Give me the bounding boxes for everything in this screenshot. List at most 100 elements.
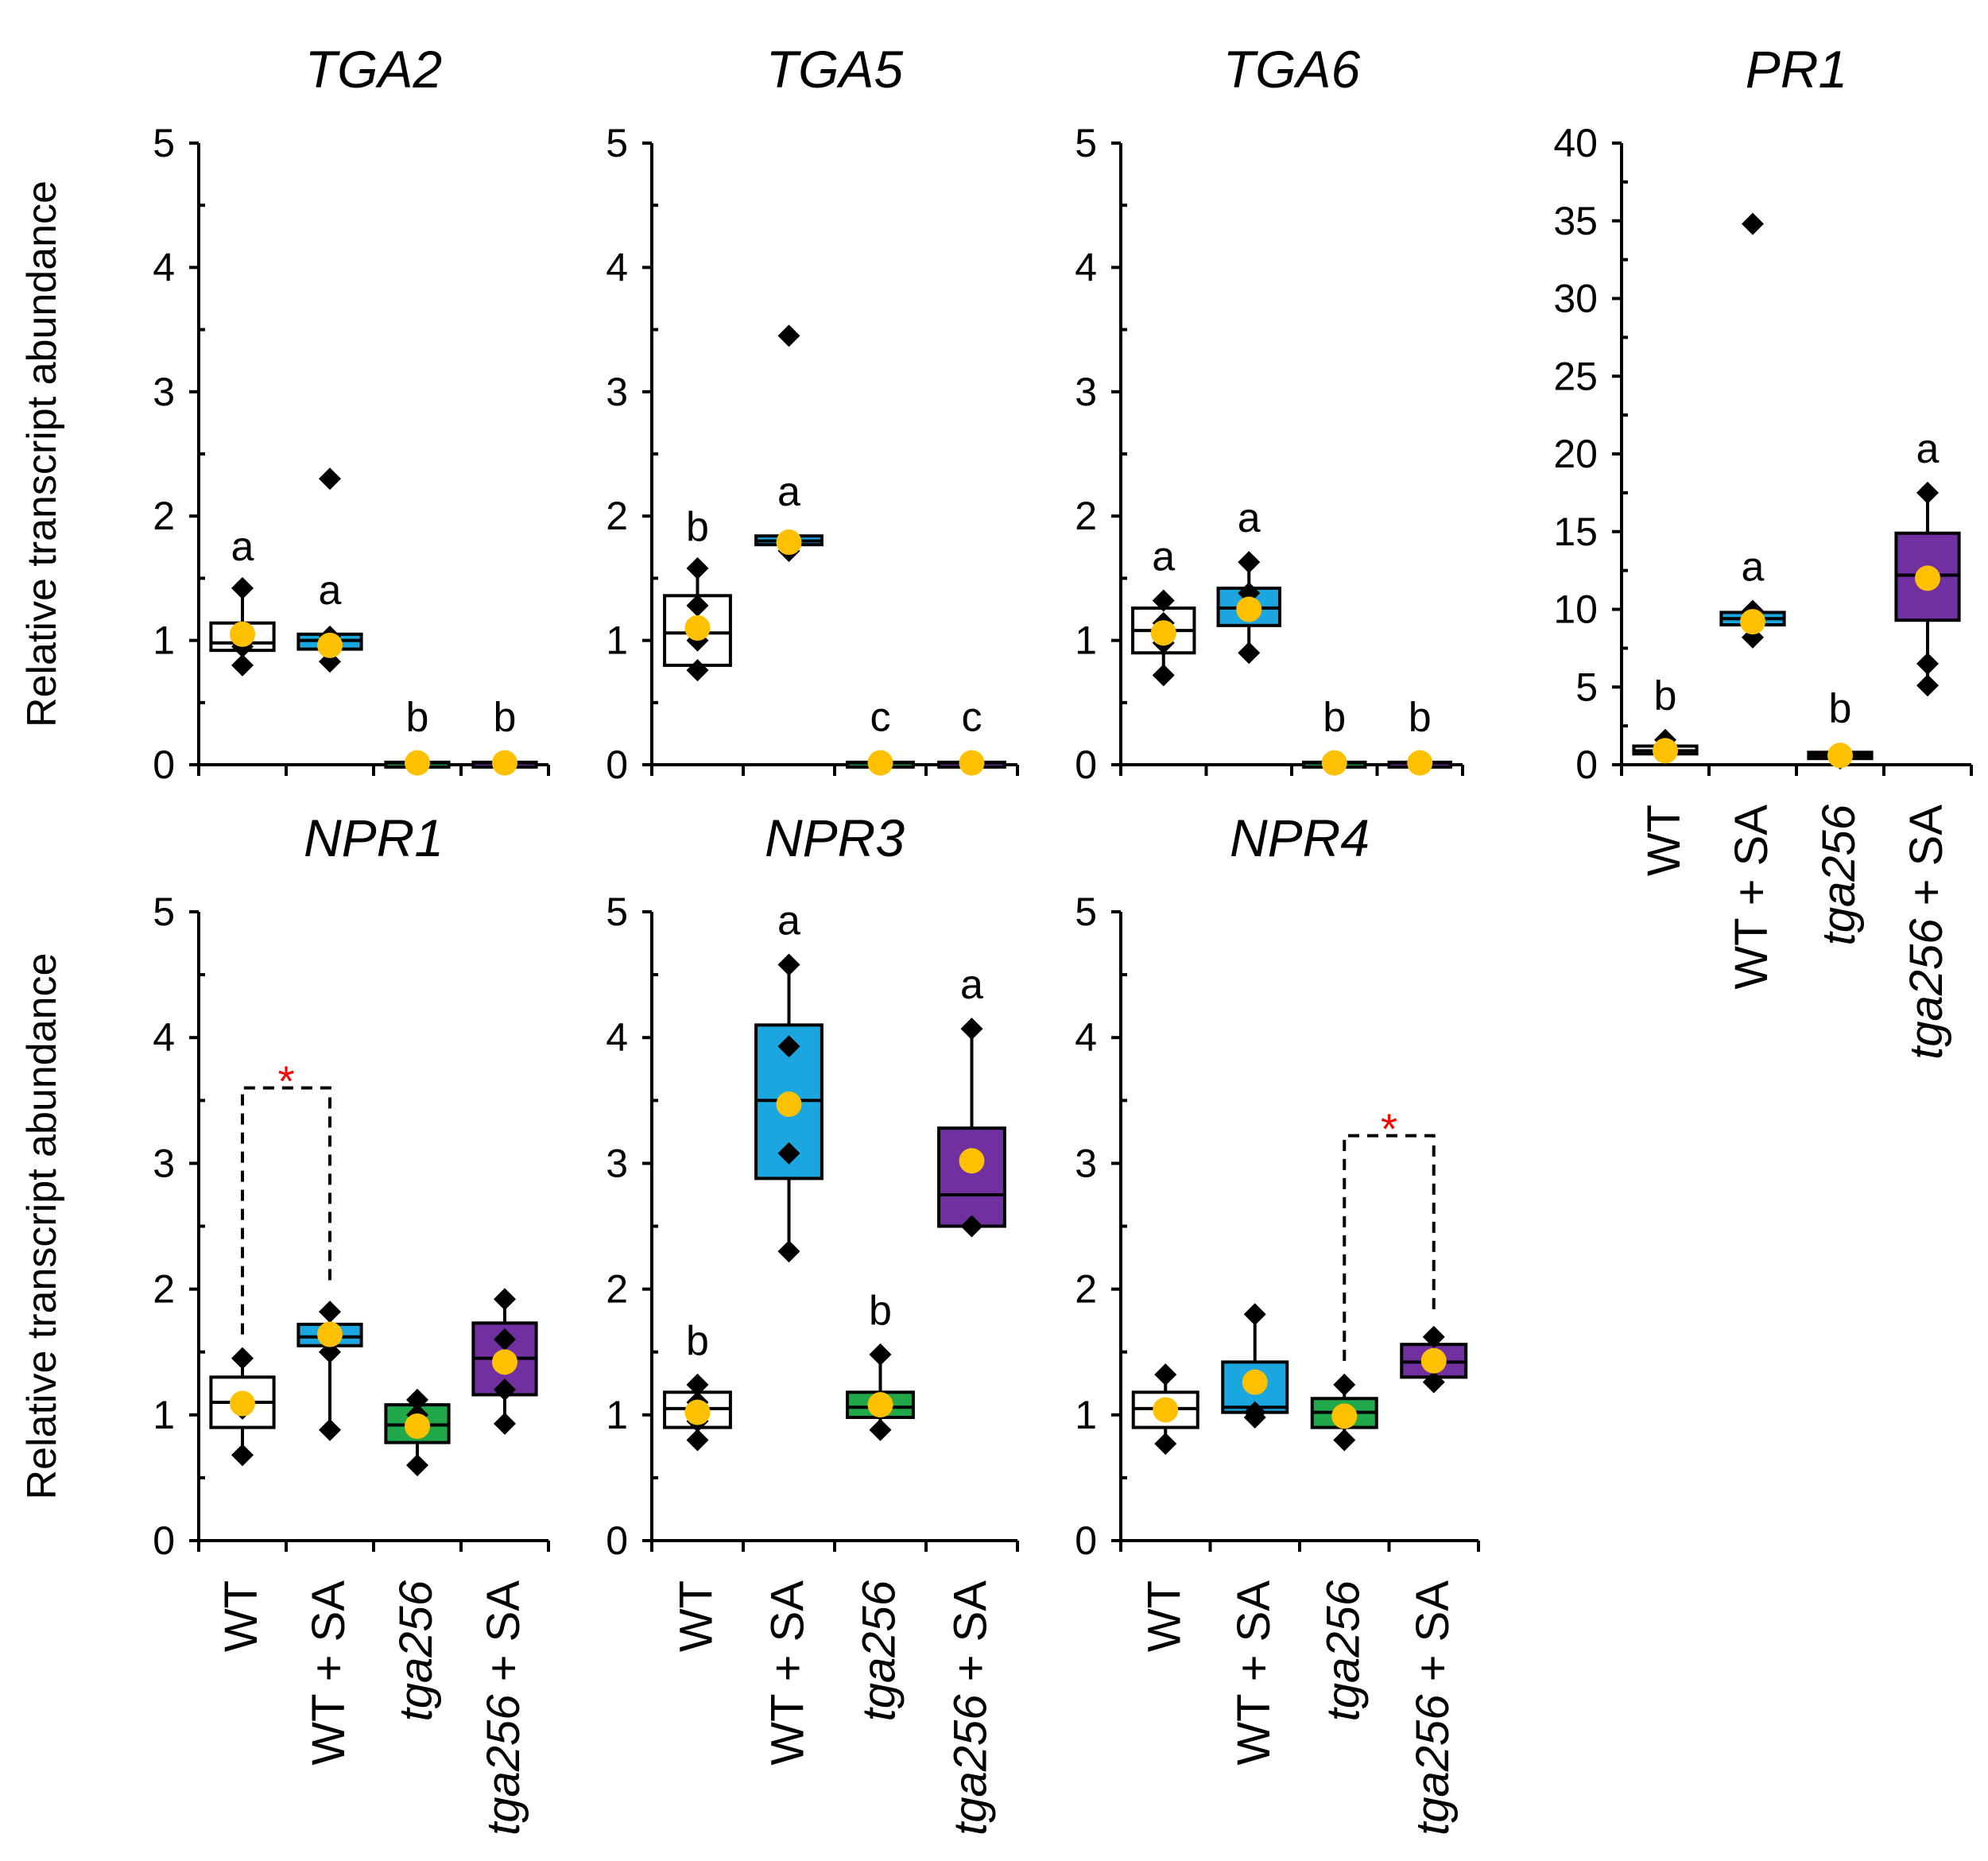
y-tick-label-npr4-5: 5 xyxy=(1075,890,1097,934)
data-point xyxy=(686,1429,709,1452)
mean-marker xyxy=(776,1091,802,1118)
y-tick-label-tga2-0: 0 xyxy=(153,742,175,787)
chart-title-pr1: PR1 xyxy=(1746,40,1847,99)
box-group-tga2-tga256: b xyxy=(384,694,451,776)
data-point xyxy=(406,1454,428,1477)
box-group-tga2-wt: a xyxy=(209,524,276,677)
y-tick-label-npr3-1: 1 xyxy=(606,1393,628,1437)
data-point xyxy=(231,653,254,677)
y-tick-label-pr1-10: 10 xyxy=(1553,587,1598,632)
mean-marker xyxy=(867,1392,893,1418)
data-point xyxy=(1333,1373,1356,1396)
data-point xyxy=(494,1328,516,1351)
data-point xyxy=(1333,1429,1356,1452)
y-tick-label-pr1-15: 15 xyxy=(1553,510,1598,554)
data-point xyxy=(1152,589,1175,612)
box-group-tga2-wt-plus-sa: a xyxy=(296,467,363,673)
significance-letter-tga5-tga256-plus-sa: c xyxy=(962,694,982,740)
y-tick-label-npr4-3: 3 xyxy=(1075,1141,1097,1185)
data-point xyxy=(1154,1433,1177,1456)
chart-panel-tga6: TGA6 0 1 2 3 4 5 a a b b xyxy=(1075,40,1464,787)
chart-title-tga6: TGA6 xyxy=(1223,40,1361,99)
data-point xyxy=(319,1340,341,1363)
data-point xyxy=(1152,664,1175,687)
chart-title-tga5: TGA5 xyxy=(766,40,904,99)
mean-marker xyxy=(230,621,255,647)
y-tick-label-pr1-30: 30 xyxy=(1553,277,1598,321)
significance-letter-tga2-wt: a xyxy=(231,524,254,570)
y-tick-label-tga6-0: 0 xyxy=(1075,742,1097,787)
y-tick-label-npr3-5: 5 xyxy=(606,890,628,934)
chart-panel-tga2: TGA2 Relative transcript abundance 0 1 2 3 4 5 a… xyxy=(19,40,550,787)
x-category-label-npr1-wt-plus-sa: WT + SA xyxy=(303,1580,355,1766)
data-point xyxy=(686,659,709,682)
y-tick-label-npr4-1: 1 xyxy=(1075,1393,1097,1437)
significance-letter-npr3-wt: b xyxy=(686,1318,709,1364)
y-tick-label-npr4-4: 4 xyxy=(1075,1015,1097,1060)
y-tick-label-tga6-2: 2 xyxy=(1075,494,1097,538)
y-tick-label-pr1-25: 25 xyxy=(1553,354,1598,398)
data-point xyxy=(1916,674,1939,697)
significance-star-npr4: * xyxy=(1381,1106,1397,1153)
box-group-npr1-wt-plus-sa xyxy=(296,1301,363,1441)
mean-marker xyxy=(317,1321,343,1347)
y-tick-label-tga6-1: 1 xyxy=(1075,618,1097,663)
data-point xyxy=(686,556,709,580)
data-point xyxy=(231,1347,254,1370)
data-point xyxy=(1916,481,1939,504)
significance-bracket-npr4 xyxy=(1343,1134,1436,1361)
significance-letter-tga6-tga256: b xyxy=(1323,694,1346,740)
y-tick-label-npr1-3: 3 xyxy=(153,1141,175,1185)
x-category-label-npr4-wt-plus-sa: WT + SA xyxy=(1228,1580,1280,1766)
data-point xyxy=(1422,1371,1445,1394)
data-point xyxy=(1916,652,1939,675)
y-tick-label-tga6-5: 5 xyxy=(1075,121,1097,165)
data-point xyxy=(686,594,709,617)
data-point xyxy=(960,1018,983,1041)
mean-marker xyxy=(492,750,517,776)
box-group-tga5-wt: b xyxy=(663,504,732,682)
data-point xyxy=(1742,212,1764,235)
chart-panel-npr3: NPR3 0 1 2 3 4 5 b a b a WT WT + SA tga256 tga256 + SA xyxy=(606,808,1019,1836)
box-npr3-tga256-plus-sa xyxy=(937,1126,1006,1228)
y-tick-label-npr3-0: 0 xyxy=(606,1518,628,1563)
significance-letter-tga6-wt-plus-sa: a xyxy=(1238,495,1261,541)
significance-letter-pr1-tga256: b xyxy=(1829,685,1852,731)
box-group-tga6-wt: a xyxy=(1131,534,1196,687)
x-category-label-pr1-tga256: tga256 xyxy=(1813,804,1865,945)
mean-marker xyxy=(1321,750,1347,776)
significance-letter-tga6-tga256-plus-sa: b xyxy=(1409,694,1432,740)
chart-panel-npr4: NPR4 0 1 2 3 4 5 * WT WT + SA tga256 tga256 + SA xyxy=(1075,808,1480,1836)
mean-marker xyxy=(405,750,430,776)
x-category-label-npr3-tga256: tga256 xyxy=(854,1580,905,1721)
mean-marker xyxy=(684,1399,711,1425)
box-group-npr1-tga256-plus-sa xyxy=(471,1288,538,1435)
significance-letter-tga5-wt: b xyxy=(686,504,709,550)
chart-title-npr1: NPR1 xyxy=(304,808,444,867)
mean-marker xyxy=(1420,1347,1447,1374)
mean-marker xyxy=(1827,742,1853,769)
data-point xyxy=(869,1343,892,1366)
y-tick-label-tga2-4: 4 xyxy=(153,245,175,289)
box-group-tga6-tga256: b xyxy=(1302,694,1367,776)
box-group-npr1-wt xyxy=(209,1347,276,1467)
data-point xyxy=(777,324,800,347)
data-point xyxy=(777,1035,800,1058)
y-tick-label-npr3-4: 4 xyxy=(606,1015,628,1060)
y-tick-label-npr1-4: 4 xyxy=(153,1015,175,1060)
box-group-pr1-wt: b xyxy=(1632,673,1699,766)
y-tick-label-npr1-2: 2 xyxy=(153,1267,175,1312)
significance-letter-tga6-wt: a xyxy=(1152,534,1175,580)
mean-marker xyxy=(959,750,985,776)
mean-marker xyxy=(1740,609,1765,635)
chart-title-npr3: NPR3 xyxy=(765,808,905,867)
mean-marker xyxy=(230,1390,255,1417)
significance-letter-tga2-tga256: b xyxy=(406,694,429,740)
y-tick-label-pr1-40: 40 xyxy=(1553,121,1598,165)
significance-letter-npr3-tga256: b xyxy=(869,1288,892,1334)
data-point xyxy=(686,1373,709,1396)
y-tick-label-npr1-5: 5 xyxy=(153,890,175,934)
significance-bracket-npr1 xyxy=(241,1086,331,1335)
mean-marker xyxy=(1242,1369,1268,1395)
y-tick-label-pr1-5: 5 xyxy=(1575,665,1598,709)
